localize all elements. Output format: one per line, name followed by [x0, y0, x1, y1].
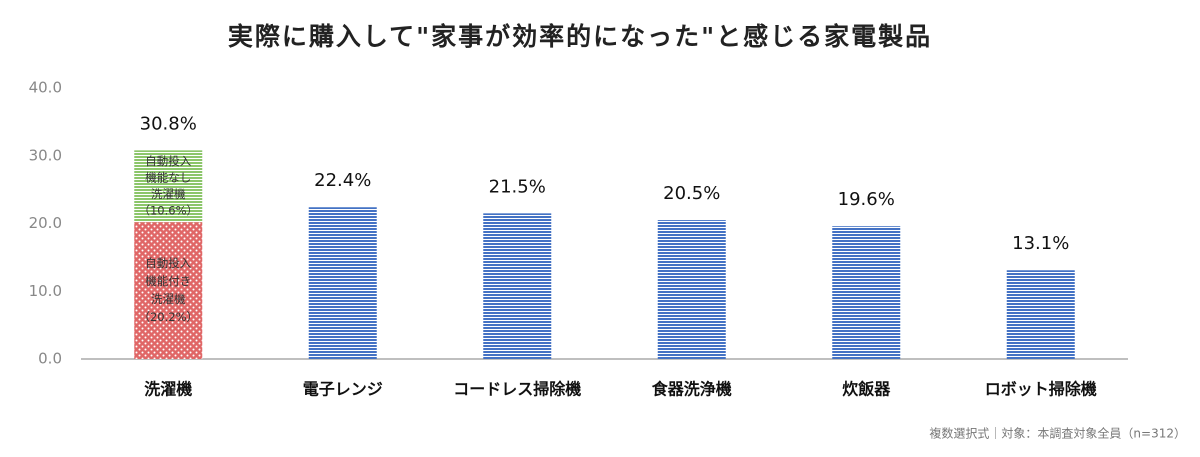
footnote: 複数選択式｜対象：本調査対象全員（n=312） — [929, 426, 1186, 441]
x-tick-label: コードレス掃除機 — [453, 380, 581, 399]
y-tick-label: 30.0 — [29, 146, 62, 164]
bar-segment — [134, 222, 203, 359]
value-label: 13.1% — [1012, 233, 1069, 254]
value-label: 19.6% — [838, 189, 895, 210]
x-tick-label: ロボット掃除機 — [985, 380, 1097, 399]
x-tick-label: 洗濯機 — [144, 380, 192, 399]
segment-label: 機能なし — [145, 171, 191, 185]
bar — [1006, 270, 1075, 359]
bar-segment — [134, 150, 203, 223]
segment-value-label: （10.6%） — [138, 203, 198, 217]
segment-label: 機能付き — [145, 274, 191, 288]
y-tick-label: 0.0 — [38, 350, 62, 368]
segment-label: 洗濯機 — [151, 187, 186, 201]
segment-value-label: （20.2%） — [138, 310, 198, 324]
x-tick-label: 食器洗浄機 — [651, 380, 732, 399]
value-label: 21.5% — [489, 176, 546, 197]
segment-label: 自動投入 — [145, 256, 191, 270]
bar — [657, 220, 726, 359]
y-tick-label: 10.0 — [29, 282, 62, 300]
x-tick-label: 炊飯器 — [842, 380, 891, 399]
y-tick-label: 40.0 — [29, 79, 62, 97]
bar — [483, 213, 552, 359]
bar — [308, 207, 377, 359]
value-label: 20.5% — [663, 183, 720, 204]
segment-label: 洗濯機 — [151, 292, 186, 306]
chart-title: 実際に購入して"家事が効率的になった"と感じる家電製品 — [228, 22, 932, 51]
y-tick-label: 20.0 — [29, 214, 62, 232]
bar — [832, 226, 901, 359]
x-tick-label: 電子レンジ — [303, 380, 383, 399]
segment-label: 自動投入 — [145, 154, 191, 168]
value-label: 22.4% — [314, 170, 371, 191]
value-label: 30.8% — [140, 113, 197, 134]
